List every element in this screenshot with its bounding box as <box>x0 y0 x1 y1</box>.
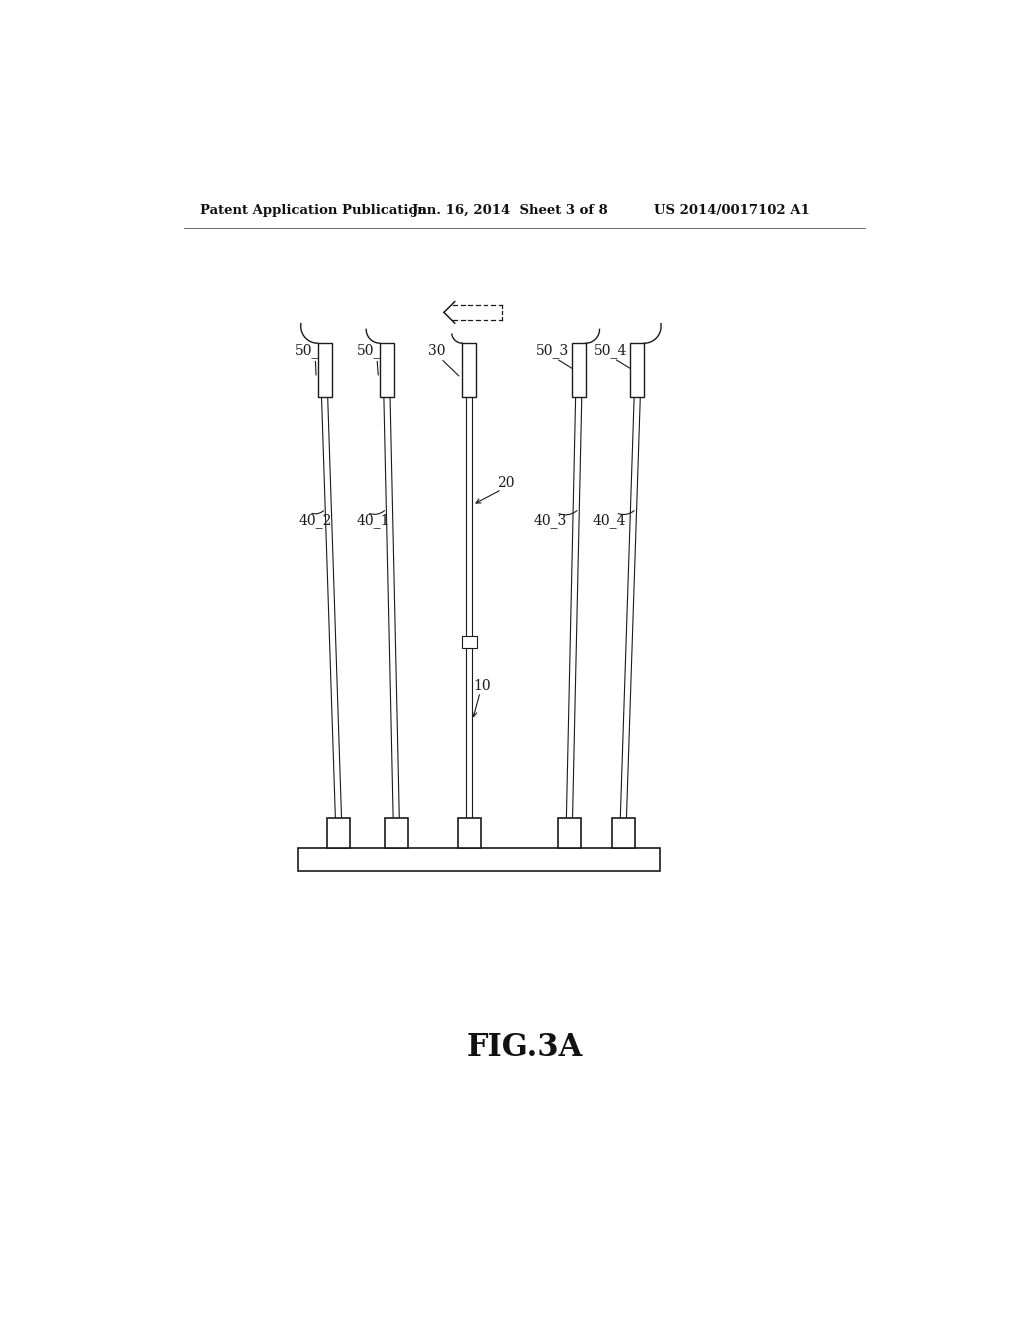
Bar <box>327 818 350 847</box>
Text: 40_3: 40_3 <box>534 513 567 528</box>
Text: 40_2: 40_2 <box>299 513 332 528</box>
Text: 30: 30 <box>428 345 445 358</box>
Bar <box>458 818 481 847</box>
Bar <box>463 343 476 397</box>
Text: FIG.3A: FIG.3A <box>467 1032 583 1063</box>
Text: US 2014/0017102 A1: US 2014/0017102 A1 <box>654 205 810 218</box>
Bar <box>631 343 644 397</box>
Bar <box>462 636 477 648</box>
Text: Patent Application Publication: Patent Application Publication <box>200 205 427 218</box>
Text: 40_1: 40_1 <box>356 513 390 528</box>
Bar <box>571 343 586 397</box>
Text: 10: 10 <box>473 678 490 693</box>
Bar <box>558 818 581 847</box>
Bar <box>611 818 635 847</box>
Bar <box>317 343 332 397</box>
Bar <box>380 343 394 397</box>
Bar <box>298 847 660 871</box>
Text: 50_1: 50_1 <box>356 343 390 358</box>
Text: 50_3: 50_3 <box>536 343 569 358</box>
Text: 50_2: 50_2 <box>295 343 328 358</box>
Text: Jan. 16, 2014  Sheet 3 of 8: Jan. 16, 2014 Sheet 3 of 8 <box>412 205 607 218</box>
Text: 40_4: 40_4 <box>593 513 627 528</box>
Bar <box>385 818 408 847</box>
Text: 50_4: 50_4 <box>594 343 627 358</box>
Text: 20: 20 <box>497 477 514 490</box>
